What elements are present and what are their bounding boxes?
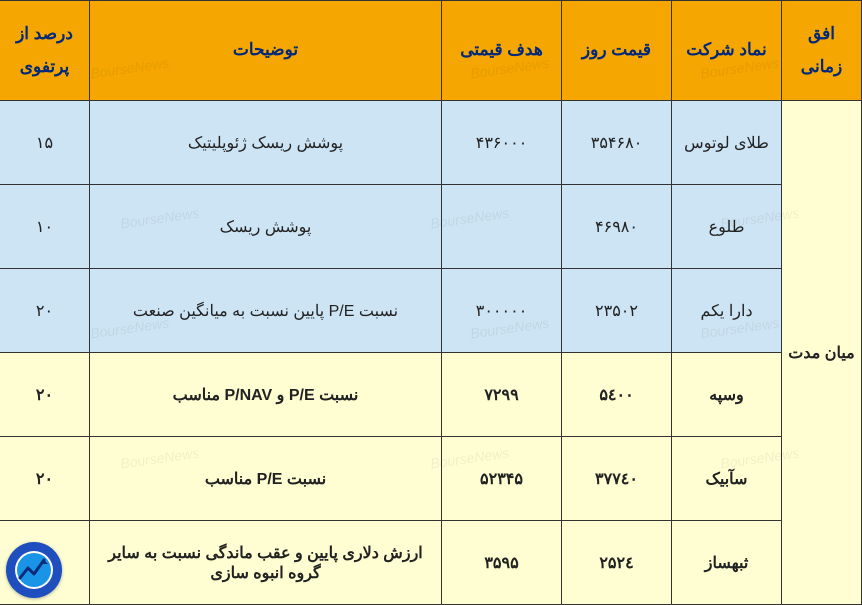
cell-target: ۴۳۶۰۰۰	[442, 101, 562, 185]
table-row: دارا یکم۲۳۵۰۲۳۰۰۰۰۰نسبت P/E پایین نسبت ب…	[0, 269, 862, 353]
cell-symbol: ثبهساز	[672, 521, 782, 605]
cell-desc: نسبت P/E و P/NAV مناسب	[90, 353, 442, 437]
header-symbol: نماد شرکت	[672, 1, 782, 101]
cell-symbol: سآبیک	[672, 437, 782, 521]
cell-target: ۷۲۹۹	[442, 353, 562, 437]
cell-price: ۲۵۲٤	[562, 521, 672, 605]
table-row: وسپه۵٤۰۰۷۲۹۹نسبت P/E و P/NAV مناسب۲۰	[0, 353, 862, 437]
horizon-cell: میان مدت	[782, 101, 862, 605]
cell-portfolio: ۲۰	[0, 353, 90, 437]
header-target: هدف قیمتی	[442, 1, 562, 101]
table-row: میان مدتطلای لوتوس۳۵۴۶۸۰۴۳۶۰۰۰پوشش ریسک …	[0, 101, 862, 185]
portfolio-table-container: افق زمانی نماد شرکت قیمت روز هدف قیمتی ت…	[0, 0, 862, 605]
cell-price: ۴۶۹۸۰	[562, 185, 672, 269]
cell-portfolio: ۲۰	[0, 437, 90, 521]
cell-target: ۵۲۳۴۵	[442, 437, 562, 521]
cell-price: ۵٤۰۰	[562, 353, 672, 437]
cell-target: ۳۵۹۵	[442, 521, 562, 605]
cell-price: ۳۷۷٤۰	[562, 437, 672, 521]
table-row: طلوع۴۶۹۸۰ پوشش ریسک۱۰	[0, 185, 862, 269]
cell-target	[442, 185, 562, 269]
cell-target: ۳۰۰۰۰۰	[442, 269, 562, 353]
cell-desc: ارزش دلاری پایین و عقب ماندگی نسبت به سا…	[90, 521, 442, 605]
cell-symbol: وسپه	[672, 353, 782, 437]
table-row: ثبهساز۲۵۲٤۳۵۹۵ارزش دلاری پایین و عقب مان…	[0, 521, 862, 605]
header-row: افق زمانی نماد شرکت قیمت روز هدف قیمتی ت…	[0, 1, 862, 101]
header-desc: توضیحات	[90, 1, 442, 101]
cell-portfolio: ۲۰	[0, 269, 90, 353]
header-price: قیمت روز	[562, 1, 672, 101]
cell-portfolio: ۱۵	[0, 101, 90, 185]
chart-up-icon	[14, 550, 54, 590]
header-portfolio: درصد از پرتفوی	[0, 1, 90, 101]
logo-badge	[6, 542, 62, 598]
cell-symbol: دارا یکم	[672, 269, 782, 353]
cell-desc: نسبت P/E پایین نسبت به میانگین صنعت	[90, 269, 442, 353]
cell-price: ۳۵۴۶۸۰	[562, 101, 672, 185]
cell-desc: پوشش ریسک	[90, 185, 442, 269]
header-horizon: افق زمانی	[782, 1, 862, 101]
cell-symbol: طلای لوتوس	[672, 101, 782, 185]
table-body: میان مدتطلای لوتوس۳۵۴۶۸۰۴۳۶۰۰۰پوشش ریسک …	[0, 101, 862, 605]
cell-desc: نسبت P/E مناسب	[90, 437, 442, 521]
cell-desc: پوشش ریسک ژئوپلیتیک	[90, 101, 442, 185]
cell-portfolio: ۱۰	[0, 185, 90, 269]
table-row: سآبیک۳۷۷٤۰۵۲۳۴۵نسبت P/E مناسب۲۰	[0, 437, 862, 521]
cell-price: ۲۳۵۰۲	[562, 269, 672, 353]
portfolio-table: افق زمانی نماد شرکت قیمت روز هدف قیمتی ت…	[0, 0, 862, 605]
cell-symbol: طلوع	[672, 185, 782, 269]
